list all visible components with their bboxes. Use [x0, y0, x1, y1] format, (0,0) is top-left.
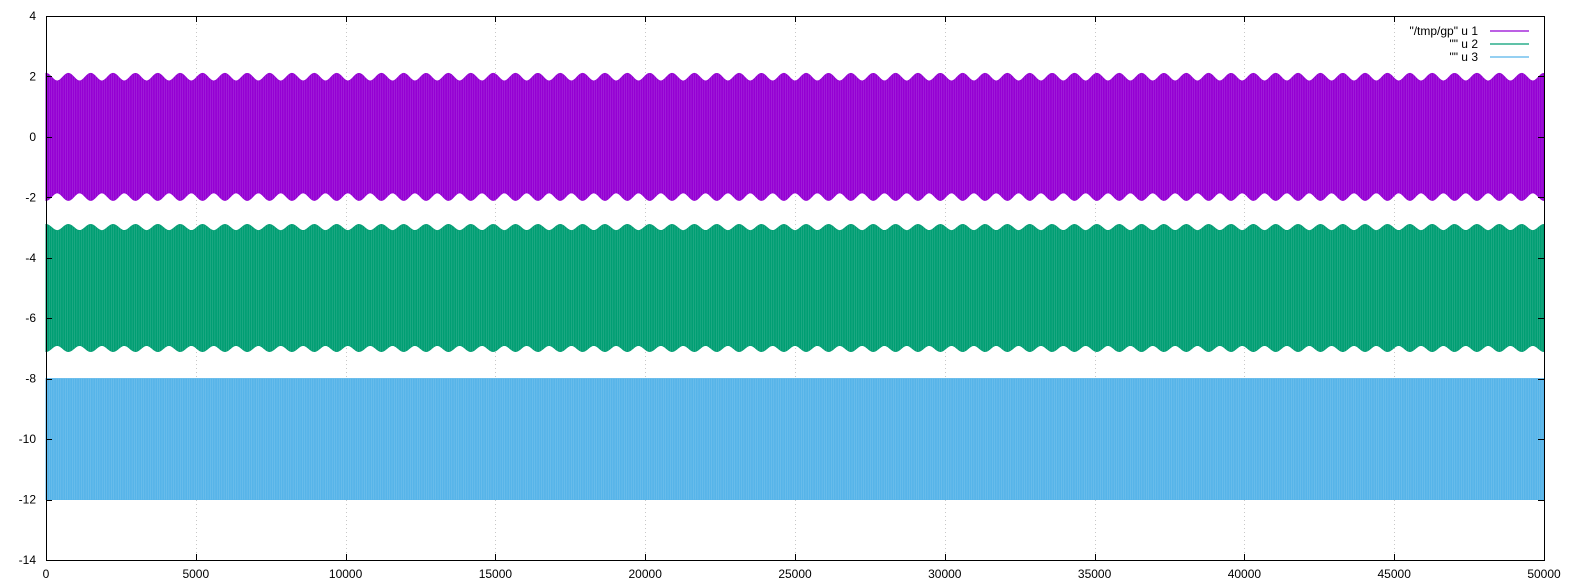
- series-line: [45, 72, 1545, 201]
- y-tick-label: -12: [19, 493, 37, 507]
- x-tick-label: 45000: [1378, 567, 1412, 581]
- x-tick-label: 40000: [1228, 567, 1262, 581]
- x-tick-label: 0: [43, 567, 50, 581]
- x-tick-label: 20000: [629, 567, 663, 581]
- series-line: [45, 378, 1545, 501]
- y-tick-label: -10: [19, 432, 37, 446]
- legend-label: "" u 2: [1449, 37, 1478, 51]
- x-tick-label: 30000: [928, 567, 962, 581]
- series-3: [45, 378, 1545, 501]
- y-tick-label: -14: [19, 553, 37, 567]
- x-tick-label: 35000: [1078, 567, 1112, 581]
- y-tick-label: -8: [25, 372, 36, 386]
- x-tick-label: 10000: [329, 567, 363, 581]
- legend-label: "" u 3: [1449, 50, 1478, 64]
- plot-area: [45, 72, 1545, 501]
- series-line: [45, 223, 1545, 353]
- legend-label: "/tmp/gp" u 1: [1409, 24, 1478, 38]
- y-axis: -14 -12 -10 -8 -6 -4 -2 0 2 4: [19, 9, 37, 567]
- x-tick-label: 25000: [778, 567, 812, 581]
- y-tick-label: 2: [29, 69, 36, 83]
- x-axis: 0 5000 10000 15000 20000 25000 30000 35000 40000…: [43, 567, 1561, 581]
- x-tick-label: 15000: [479, 567, 513, 581]
- y-tick-label: 0: [29, 130, 36, 144]
- series-2: [45, 223, 1545, 353]
- legend: "/tmp/gp" u 1"" u 2"" u 3: [1409, 24, 1529, 64]
- y-tick-label: -6: [25, 311, 36, 325]
- y-tick-label: 4: [29, 9, 36, 23]
- x-tick-label: 50000: [1527, 567, 1561, 581]
- series-1: [45, 72, 1545, 201]
- x-tick-label: 5000: [182, 567, 209, 581]
- y-tick-label: -2: [25, 190, 36, 204]
- axis-ticks: [46, 16, 1545, 561]
- y-tick-label: -4: [25, 251, 36, 265]
